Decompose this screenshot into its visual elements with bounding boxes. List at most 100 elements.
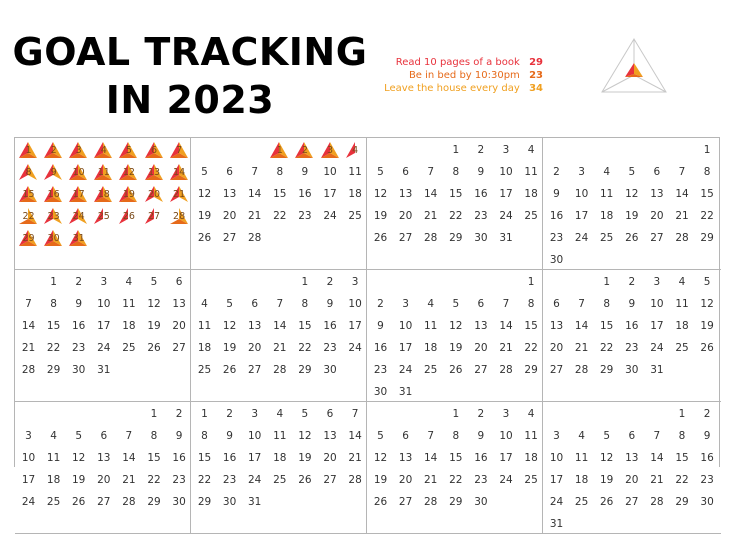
day-cell[interactable]: 11 bbox=[418, 315, 443, 337]
day-cell[interactable]: 27 bbox=[393, 227, 418, 249]
day-cell[interactable]: 23 bbox=[368, 359, 393, 381]
day-cell[interactable]: 15 bbox=[267, 183, 292, 205]
day-cell[interactable]: 20 bbox=[142, 183, 167, 205]
day-cell[interactable]: 24 bbox=[544, 491, 569, 513]
day-cell[interactable]: 30 bbox=[66, 359, 91, 381]
day-cell[interactable]: 25 bbox=[41, 491, 66, 513]
day-cell[interactable]: 15 bbox=[443, 183, 468, 205]
day-cell[interactable]: 7 bbox=[418, 425, 443, 447]
day-cell[interactable]: 26 bbox=[192, 227, 217, 249]
day-cell[interactable]: 3 bbox=[569, 161, 594, 183]
day-cell[interactable]: 19 bbox=[116, 183, 141, 205]
day-cell[interactable]: 3 bbox=[343, 271, 368, 293]
day-cell[interactable]: 3 bbox=[66, 139, 91, 161]
day-cell[interactable]: 20 bbox=[217, 205, 242, 227]
day-cell[interactable]: 3 bbox=[494, 403, 519, 425]
day-cell[interactable]: 28 bbox=[116, 491, 141, 513]
day-cell[interactable]: 15 bbox=[519, 315, 544, 337]
day-cell[interactable]: 12 bbox=[142, 293, 167, 315]
day-cell[interactable]: 4 bbox=[267, 403, 292, 425]
day-cell[interactable]: 21 bbox=[242, 205, 267, 227]
day-cell[interactable]: 20 bbox=[318, 447, 343, 469]
day-cell[interactable]: 8 bbox=[443, 425, 468, 447]
day-cell[interactable]: 12 bbox=[443, 315, 468, 337]
day-cell[interactable]: 7 bbox=[644, 425, 669, 447]
day-cell[interactable]: 9 bbox=[368, 315, 393, 337]
day-cell[interactable]: 1 bbox=[443, 139, 468, 161]
day-cell[interactable]: 18 bbox=[670, 315, 695, 337]
day-cell[interactable]: 14 bbox=[670, 183, 695, 205]
day-cell[interactable]: 4 bbox=[343, 139, 368, 161]
day-cell[interactable]: 25 bbox=[418, 359, 443, 381]
day-cell[interactable]: 17 bbox=[66, 183, 91, 205]
day-cell[interactable]: 9 bbox=[41, 161, 66, 183]
day-cell[interactable]: 3 bbox=[16, 425, 41, 447]
day-cell[interactable]: 3 bbox=[393, 293, 418, 315]
day-cell[interactable]: 4 bbox=[418, 293, 443, 315]
day-cell[interactable]: 22 bbox=[695, 205, 720, 227]
day-cell[interactable]: 18 bbox=[569, 469, 594, 491]
day-cell[interactable]: 29 bbox=[41, 359, 66, 381]
day-cell[interactable]: 21 bbox=[343, 447, 368, 469]
day-cell[interactable]: 5 bbox=[443, 293, 468, 315]
day-cell[interactable]: 13 bbox=[217, 183, 242, 205]
day-cell[interactable]: 23 bbox=[544, 227, 569, 249]
day-cell[interactable]: 15 bbox=[16, 183, 41, 205]
day-cell[interactable]: 28 bbox=[670, 227, 695, 249]
day-cell[interactable]: 16 bbox=[318, 315, 343, 337]
day-cell[interactable]: 1 bbox=[670, 403, 695, 425]
day-cell[interactable]: 5 bbox=[116, 139, 141, 161]
day-cell[interactable]: 6 bbox=[619, 425, 644, 447]
day-cell[interactable]: 4 bbox=[569, 425, 594, 447]
day-cell[interactable]: 30 bbox=[468, 227, 493, 249]
day-cell[interactable]: 8 bbox=[192, 425, 217, 447]
day-cell[interactable]: 19 bbox=[443, 337, 468, 359]
day-cell[interactable]: 10 bbox=[343, 293, 368, 315]
day-cell[interactable]: 14 bbox=[418, 447, 443, 469]
day-cell[interactable]: 13 bbox=[468, 315, 493, 337]
day-cell[interactable]: 23 bbox=[695, 469, 720, 491]
day-cell[interactable]: 5 bbox=[619, 161, 644, 183]
day-cell[interactable]: 8 bbox=[16, 161, 41, 183]
day-cell[interactable]: 10 bbox=[66, 161, 91, 183]
day-cell[interactable]: 8 bbox=[443, 161, 468, 183]
day-cell[interactable]: 20 bbox=[468, 337, 493, 359]
day-cell[interactable]: 9 bbox=[217, 425, 242, 447]
day-cell[interactable]: 31 bbox=[644, 359, 669, 381]
day-cell[interactable]: 12 bbox=[594, 447, 619, 469]
day-cell[interactable]: 24 bbox=[494, 205, 519, 227]
day-cell[interactable]: 15 bbox=[292, 315, 317, 337]
day-cell[interactable]: 13 bbox=[393, 447, 418, 469]
day-cell[interactable]: 19 bbox=[142, 315, 167, 337]
day-cell[interactable]: 9 bbox=[544, 183, 569, 205]
day-cell[interactable]: 27 bbox=[318, 469, 343, 491]
day-cell[interactable]: 25 bbox=[569, 491, 594, 513]
day-cell[interactable]: 12 bbox=[695, 293, 720, 315]
day-cell[interactable]: 13 bbox=[167, 293, 192, 315]
day-cell[interactable]: 23 bbox=[468, 469, 493, 491]
day-cell[interactable]: 30 bbox=[695, 491, 720, 513]
day-cell[interactable]: 10 bbox=[16, 447, 41, 469]
day-cell[interactable]: 4 bbox=[116, 271, 141, 293]
day-cell[interactable]: 11 bbox=[343, 161, 368, 183]
day-cell[interactable]: 4 bbox=[41, 425, 66, 447]
day-cell[interactable]: 11 bbox=[91, 161, 116, 183]
day-cell[interactable]: 26 bbox=[142, 337, 167, 359]
day-cell[interactable]: 5 bbox=[368, 161, 393, 183]
day-cell[interactable]: 2 bbox=[619, 271, 644, 293]
day-cell[interactable]: 7 bbox=[16, 293, 41, 315]
day-cell[interactable]: 8 bbox=[292, 293, 317, 315]
day-cell[interactable]: 14 bbox=[644, 447, 669, 469]
day-cell[interactable]: 12 bbox=[368, 183, 393, 205]
day-cell[interactable]: 17 bbox=[393, 337, 418, 359]
day-cell[interactable]: 2 bbox=[217, 403, 242, 425]
day-cell[interactable]: 30 bbox=[468, 491, 493, 513]
day-cell[interactable]: 12 bbox=[192, 183, 217, 205]
day-cell[interactable]: 20 bbox=[242, 337, 267, 359]
day-cell[interactable]: 12 bbox=[292, 425, 317, 447]
day-cell[interactable]: 2 bbox=[66, 271, 91, 293]
day-cell[interactable]: 8 bbox=[695, 161, 720, 183]
day-cell[interactable]: 1 bbox=[142, 403, 167, 425]
day-cell[interactable]: 7 bbox=[418, 161, 443, 183]
day-cell[interactable]: 11 bbox=[192, 315, 217, 337]
